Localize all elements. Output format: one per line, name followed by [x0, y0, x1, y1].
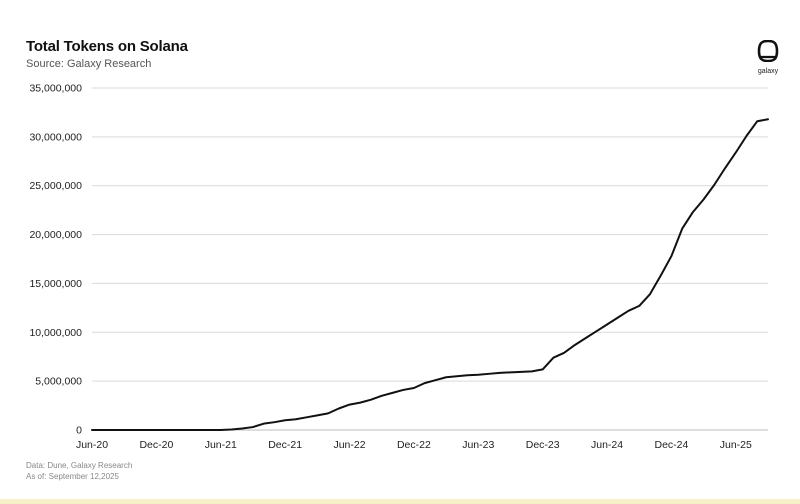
as-of-date: As of: September 12,2025 [26, 472, 119, 481]
series-layer [91, 118, 769, 431]
galaxy-logo-icon [757, 39, 779, 63]
x-axis-ticks: Jun-20 Dec-20 Jun-21 Dec-21 Jun-22 Dec-22 Jun-… [76, 439, 752, 451]
chart-title: Total Tokens on Solana [26, 38, 188, 55]
y-tick-label: 35,000,000 [29, 83, 82, 95]
y-tick-label: 30,000,000 [29, 131, 82, 143]
x-tick-label: Jun-24 [591, 439, 623, 451]
y-tick-label: 5,000,000 [35, 376, 82, 388]
y-tick-label: 20,000,000 [29, 229, 82, 241]
x-tick-label: Jun-21 [205, 439, 237, 451]
chart-source: Source: Galaxy Research [26, 58, 152, 70]
x-tick-label: Dec-20 [139, 439, 173, 451]
y-tick-label: 25,000,000 [29, 180, 82, 192]
y-tick-label: 15,000,000 [29, 278, 82, 290]
x-tick-label: Dec-23 [526, 439, 560, 451]
bottom-strip [0, 499, 800, 504]
x-tick-label: Jun-25 [720, 439, 752, 451]
brand-logo: galaxy [756, 39, 780, 75]
x-tick-label: Jun-20 [76, 439, 108, 451]
x-tick-label: Jun-22 [333, 439, 365, 451]
x-tick-label: Dec-21 [268, 439, 302, 451]
y-axis-ticks: 0 5,000,000 10,000,000 15,000,000 20,000,000… [29, 83, 82, 437]
x-tick-label: Dec-22 [397, 439, 431, 451]
series-line [91, 118, 769, 431]
y-tick-label: 10,000,000 [29, 327, 82, 339]
x-tick-label: Jun-23 [462, 439, 494, 451]
gridlines [92, 87, 768, 431]
data-source-note: Data: Dune, Galaxy Research [26, 461, 133, 470]
logo-text: galaxy [757, 68, 779, 75]
y-tick-label: 0 [76, 425, 82, 437]
x-tick-label: Dec-24 [654, 439, 688, 451]
